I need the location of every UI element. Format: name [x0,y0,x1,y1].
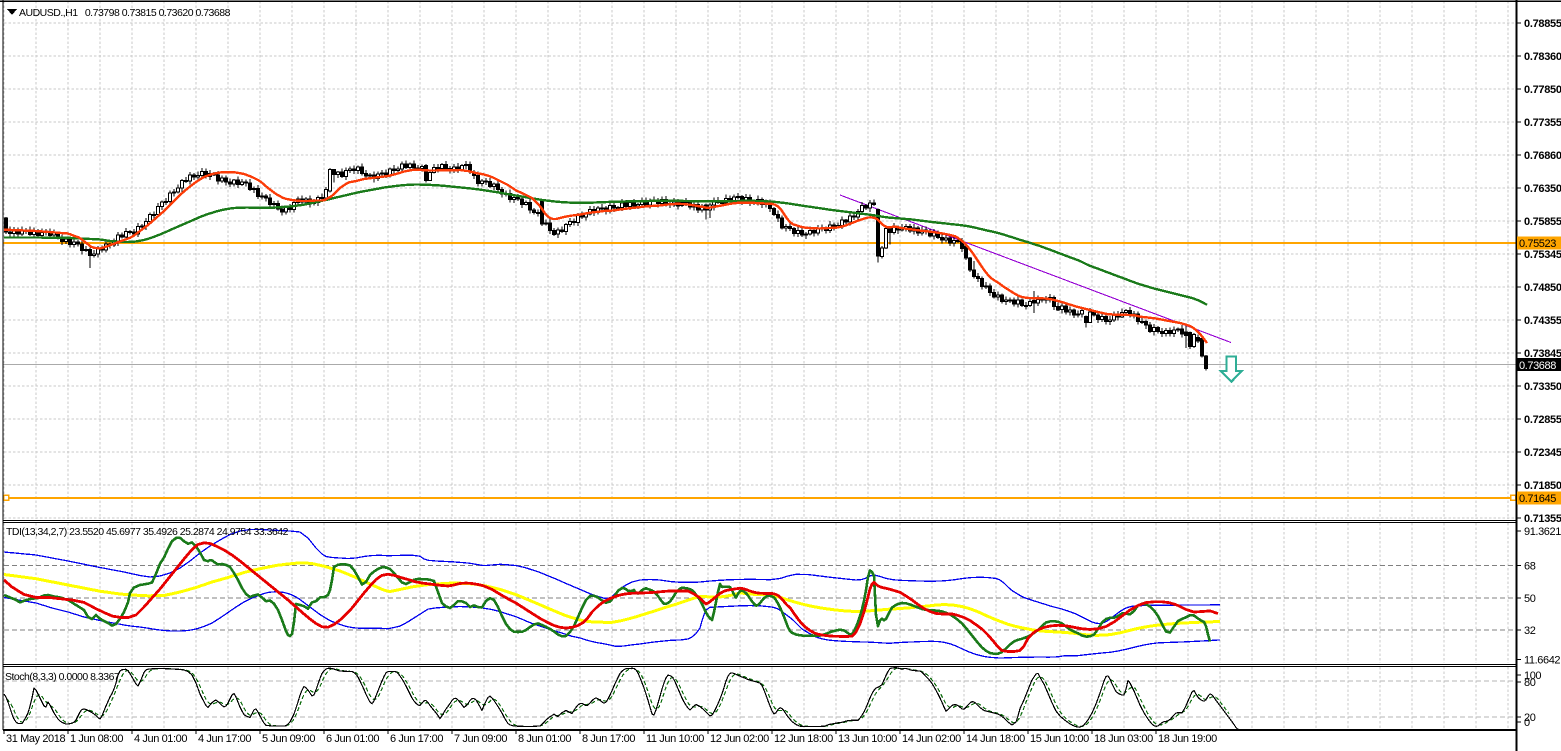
svg-text:0.77850: 0.77850 [1524,84,1561,96]
svg-text:0.71645: 0.71645 [1519,493,1556,505]
svg-text:0.73688: 0.73688 [1519,360,1556,372]
svg-text:20: 20 [1524,712,1536,724]
svg-text:Stoch(8,3,3) 0.0000 8.3367: Stoch(8,3,3) 0.0000 8.3367 [5,671,120,683]
svg-text:8 Jun 17:00: 8 Jun 17:00 [582,733,635,745]
svg-text:4 Jun 17:00: 4 Jun 17:00 [198,733,251,745]
svg-text:11.6642: 11.6642 [1524,655,1560,667]
svg-text:0.76350: 0.76350 [1524,183,1561,195]
svg-text:0.72345: 0.72345 [1524,447,1561,459]
svg-text:100: 100 [1524,670,1541,682]
svg-text:13 Jun 10:00: 13 Jun 10:00 [838,733,897,745]
svg-text:0.74355: 0.74355 [1524,315,1561,327]
svg-text:0.71355: 0.71355 [1524,513,1561,525]
svg-text:7 Jun 09:00: 7 Jun 09:00 [454,733,507,745]
svg-text:6 Jun 17:00: 6 Jun 17:00 [390,733,443,745]
svg-text:0.73350: 0.73350 [1524,381,1561,393]
svg-text:15 Jun 10:00: 15 Jun 10:00 [1030,733,1089,745]
svg-text:32: 32 [1524,625,1536,637]
svg-text:80: 80 [1524,677,1536,689]
svg-text:18 Jun 19:00: 18 Jun 19:00 [1158,733,1217,745]
svg-text:12 Jun 18:00: 12 Jun 18:00 [774,733,833,745]
svg-text:68: 68 [1524,561,1536,573]
svg-text:0.72855: 0.72855 [1524,414,1561,426]
svg-text:18 Jun 03:00: 18 Jun 03:00 [1094,733,1153,745]
svg-text:0.71850: 0.71850 [1524,480,1561,492]
svg-text:11 Jun 10:00: 11 Jun 10:00 [646,733,704,745]
svg-text:4 Jun 01:00: 4 Jun 01:00 [134,733,187,745]
svg-text:8 Jun 01:00: 8 Jun 01:00 [518,733,571,745]
svg-text:6 Jun 01:00: 6 Jun 01:00 [326,733,379,745]
svg-text:50: 50 [1524,593,1536,605]
svg-text:14 Jun 18:00: 14 Jun 18:00 [966,733,1025,745]
svg-text:12 Jun 02:00: 12 Jun 02:00 [710,733,769,745]
svg-text:TDI(13,34,2,7) 23.5520 45.6977: TDI(13,34,2,7) 23.5520 45.6977 35.4926 2… [6,526,289,538]
svg-text:0: 0 [1524,717,1530,729]
svg-text:0.75523: 0.75523 [1519,238,1556,250]
svg-text:0.74850: 0.74850 [1524,282,1561,294]
svg-text:31 May 2018: 31 May 2018 [6,733,65,745]
svg-text:0.78855: 0.78855 [1524,18,1561,30]
svg-text:91.3621: 91.3621 [1524,526,1561,538]
svg-text:1 Jun 08:00: 1 Jun 08:00 [70,733,123,745]
svg-text:0.77355: 0.77355 [1524,117,1561,129]
svg-text:5 Jun 09:00: 5 Jun 09:00 [262,733,315,745]
svg-text:14 Jun 02:00: 14 Jun 02:00 [902,733,961,745]
svg-text:0.75345: 0.75345 [1524,249,1561,261]
svg-text:0.76860: 0.76860 [1524,150,1561,162]
svg-text:0.78360: 0.78360 [1524,51,1561,63]
svg-text:AUDUSD.,H1 0.73798 0.73815 0: AUDUSD.,H1 0.73798 0.73815 0.73620 0.736… [19,7,231,19]
svg-text:0.73845: 0.73845 [1524,348,1561,360]
svg-text:0.75855: 0.75855 [1524,216,1561,228]
